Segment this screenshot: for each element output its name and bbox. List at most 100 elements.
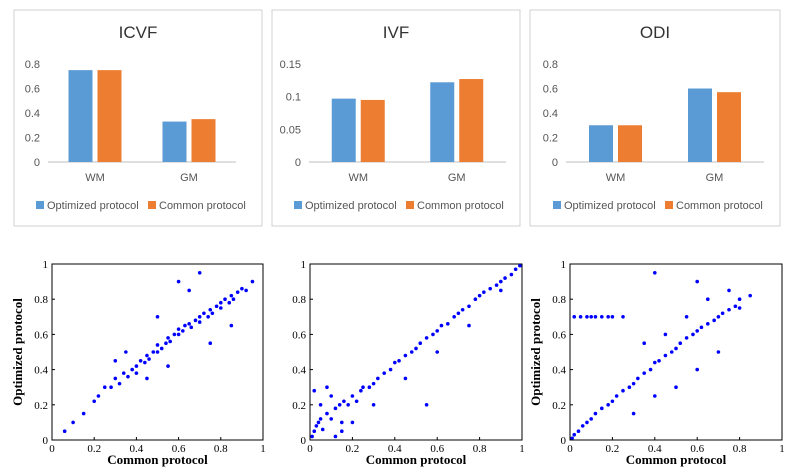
data-point — [685, 315, 689, 319]
data-point — [425, 403, 429, 407]
data-point — [404, 354, 408, 358]
data-point — [632, 382, 636, 386]
data-point — [514, 267, 518, 271]
data-point — [355, 399, 359, 403]
bar-chart-icvf: ICVF00.20.40.60.8WM GMOptimized protocol C… — [14, 10, 262, 226]
data-point — [173, 333, 177, 337]
data-point — [183, 324, 187, 328]
data-point — [621, 389, 625, 393]
bar-common-gm — [459, 79, 483, 162]
data-point — [361, 385, 365, 389]
data-point — [312, 389, 316, 393]
x-category-label: WM — [348, 172, 368, 184]
data-point — [334, 435, 338, 439]
data-point — [474, 297, 478, 301]
data-point — [664, 354, 668, 358]
data-point — [114, 377, 118, 381]
data-point — [317, 421, 321, 425]
data-point — [240, 287, 244, 291]
y-tick-label: 0.4 — [552, 365, 566, 377]
data-point — [404, 377, 408, 381]
data-point — [611, 315, 615, 319]
data-point — [82, 412, 86, 416]
data-point — [230, 324, 234, 328]
data-point — [461, 308, 465, 312]
y-tick-label: 0.4 — [34, 365, 48, 377]
data-point — [325, 412, 329, 416]
legend-label-optimized: Optimized protocol — [47, 200, 139, 212]
data-point — [198, 320, 202, 324]
bar-common-wm — [618, 125, 642, 162]
data-point — [727, 308, 731, 312]
y-tick-label: 0.8 — [34, 294, 48, 306]
bar-optimized-gm — [163, 122, 187, 162]
data-point — [706, 322, 710, 326]
data-point — [177, 280, 181, 284]
data-point — [425, 336, 429, 340]
y-tick-label: 0 — [295, 157, 301, 169]
data-point — [124, 350, 128, 354]
data-point — [135, 371, 139, 375]
data-point — [382, 371, 386, 375]
y-tick-label: 0 — [301, 435, 307, 447]
data-point — [670, 350, 674, 354]
data-point — [600, 315, 604, 319]
data-point — [310, 435, 314, 439]
data-point — [230, 294, 234, 298]
data-point — [194, 319, 198, 323]
data-point — [187, 322, 191, 326]
scatter-plot-1: 0 0.2 0.4 0.6 0.8 1 0 0.2 0.4 0.6 0.8 1 Common proto… — [10, 259, 266, 467]
data-point — [376, 377, 380, 381]
data-point — [351, 421, 355, 425]
data-point — [589, 417, 593, 421]
data-point — [695, 280, 699, 284]
legend-label-common: Common protocol — [676, 200, 763, 212]
data-point — [251, 280, 255, 284]
bar-common-gm — [192, 119, 216, 162]
data-point — [632, 412, 636, 416]
data-point — [198, 271, 202, 275]
y-axis-label: Optimized protocol — [528, 298, 543, 406]
data-point — [581, 424, 585, 428]
data-point — [368, 385, 372, 389]
data-point — [156, 350, 160, 354]
y-tick-label: 0.2 — [543, 133, 558, 145]
data-point — [187, 289, 191, 293]
data-point — [457, 311, 461, 315]
x-tick-label: 1 — [779, 443, 785, 455]
y-tick-label: 0.6 — [543, 84, 558, 96]
data-point — [674, 385, 678, 389]
data-point — [143, 361, 147, 365]
data-point — [499, 289, 503, 293]
data-point — [319, 403, 323, 407]
data-point — [712, 319, 716, 323]
y-tick-label: 1 — [301, 259, 307, 271]
data-point — [700, 326, 704, 330]
scatter-plot-3: 0 0.2 0.4 0.6 0.8 100.20.40.60.81Common proto… — [528, 259, 785, 467]
data-point — [139, 359, 143, 363]
data-point — [727, 289, 731, 293]
data-point — [478, 294, 482, 298]
data-point — [594, 412, 598, 416]
data-point — [236, 290, 240, 294]
data-point — [649, 368, 653, 372]
data-point — [340, 429, 344, 433]
data-point — [678, 341, 682, 345]
y-tick-label: 0 — [561, 435, 567, 447]
data-point — [642, 371, 646, 375]
data-point — [685, 336, 689, 340]
chart-frame — [14, 10, 262, 226]
y-tick-label: 0.6 — [292, 329, 306, 341]
x-tick-label: 0 — [49, 443, 55, 455]
x-category-label: WM — [606, 172, 626, 184]
data-point — [232, 297, 236, 301]
plot-frame — [570, 264, 782, 440]
data-point — [467, 324, 471, 328]
x-category-label: GM — [180, 172, 198, 184]
data-point — [63, 429, 67, 433]
data-point — [244, 289, 248, 293]
data-point — [653, 394, 657, 398]
y-tick-label: 0.8 — [552, 294, 566, 306]
data-point — [488, 287, 492, 291]
data-point — [674, 347, 678, 351]
